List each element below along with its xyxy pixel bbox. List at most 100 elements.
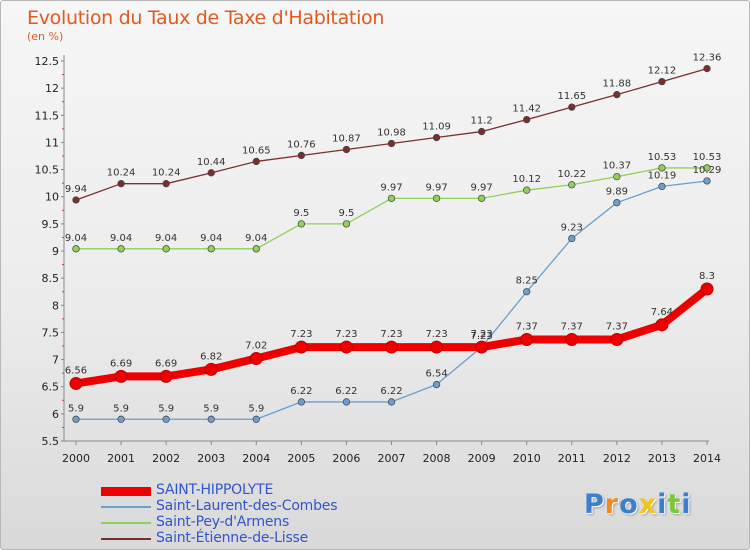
data-point (342, 145, 351, 154)
x-tick-label: 2013 (648, 452, 676, 465)
data-point (703, 164, 711, 172)
data-label: 9.04 (65, 233, 87, 244)
y-tick-label: 10 (45, 191, 59, 204)
data-label: 6.22 (335, 386, 357, 397)
y-tick-label: 5.5 (42, 435, 60, 448)
data-point (477, 127, 486, 136)
data-point (432, 133, 441, 142)
y-tick-label: 8 (52, 299, 59, 312)
data-point (385, 340, 398, 354)
data-label: 6.54 (425, 369, 447, 380)
data-label: 9.5 (293, 208, 309, 219)
x-tick-label: 2007 (378, 452, 406, 465)
data-point (297, 151, 306, 160)
data-label: 10.12 (512, 174, 541, 185)
data-point (162, 415, 170, 423)
data-label: 9.04 (155, 233, 177, 244)
x-tick-label: 2002 (152, 452, 180, 465)
data-point (297, 220, 306, 228)
data-label: 7.64 (651, 307, 673, 318)
data-label: 10.24 (107, 168, 136, 179)
logo-letter: P (584, 489, 605, 520)
data-label: 7.23 (335, 329, 357, 340)
data-point (700, 282, 714, 296)
data-label: 10.53 (648, 152, 677, 163)
y-tick-label: 12.5 (35, 55, 60, 68)
data-label: 9.97 (425, 182, 447, 193)
data-label: 10.37 (603, 161, 632, 172)
data-label: 7.02 (245, 340, 267, 351)
x-tick-label: 2011 (558, 452, 586, 465)
data-point (207, 245, 215, 253)
legend-swatch-saint-pey-d-armens (101, 522, 151, 524)
x-tick-label: 2004 (242, 452, 270, 465)
data-point (568, 181, 576, 189)
data-point (432, 194, 441, 202)
data-point (655, 318, 669, 332)
data-label: 12.36 (693, 53, 722, 64)
data-label: 6.82 (200, 351, 222, 362)
legend-label-saint-laurent-des-combes: Saint-Laurent-des-Combes (156, 498, 338, 514)
data-point (658, 182, 666, 191)
data-label: 11.88 (603, 79, 632, 90)
data-label: 10.24 (152, 168, 181, 179)
legend-label-saint-hippolyte: SAINT-HIPPOLYTE (156, 482, 274, 498)
data-point (658, 77, 666, 86)
x-tick-label: 2000 (62, 452, 90, 465)
data-label: 7.23 (471, 331, 493, 342)
data-point (387, 194, 396, 202)
data-label: 7.37 (606, 321, 628, 332)
data-label: 9.04 (110, 233, 132, 244)
data-point (72, 196, 80, 204)
data-label: 12.12 (648, 66, 677, 77)
data-label: 9.5 (338, 208, 354, 219)
data-point (72, 245, 80, 253)
data-point (520, 332, 534, 346)
data-label: 9.89 (606, 187, 628, 198)
data-label: 5.9 (68, 403, 84, 414)
y-tick-label: 7 (52, 354, 59, 367)
data-point (430, 340, 444, 354)
data-point (72, 415, 80, 423)
data-label: 10.53 (693, 152, 722, 163)
data-point (387, 139, 396, 148)
y-tick-label: 11 (45, 136, 59, 149)
data-label: 6.56 (65, 365, 87, 376)
series-line (75, 180, 708, 420)
data-point (249, 351, 263, 365)
data-label: 10.76 (287, 139, 316, 150)
data-label: 10.44 (197, 157, 226, 168)
legend-item-saint-etienne-de-lisse: Saint-Étienne-de-Lisse (101, 530, 401, 547)
data-label: 10.98 (377, 128, 406, 139)
data-point (475, 340, 489, 354)
y-tick-label: 9 (52, 245, 59, 258)
legend: SAINT-HIPPOLYTE Saint-Laurent-des-Combes… (101, 482, 401, 547)
x-tick-label: 2014 (693, 452, 721, 465)
x-tick-label: 2012 (603, 452, 631, 465)
y-tick-label: 6 (52, 408, 59, 421)
data-label: 9.94 (65, 184, 87, 195)
data-point (252, 157, 260, 166)
legend-swatch-saint-etienne-de-lisse (101, 538, 151, 540)
data-label: 8.3 (699, 271, 715, 282)
legend-item-saint-hippolyte: SAINT-HIPPOLYTE (101, 482, 401, 499)
x-tick-label: 2008 (423, 452, 451, 465)
x-tick-label: 2006 (332, 452, 360, 465)
x-tick-label: 2003 (197, 452, 225, 465)
y-tick-label: 12 (45, 82, 59, 95)
logo-letter: r (604, 489, 620, 520)
data-label: 5.9 (158, 403, 174, 414)
data-point (252, 415, 260, 423)
data-label: 5.9 (113, 403, 129, 414)
data-point (477, 194, 486, 202)
data-point (342, 220, 351, 228)
data-label: 11.65 (557, 91, 586, 102)
data-label: 10.65 (242, 145, 271, 156)
data-point (432, 380, 441, 389)
data-label: 7.23 (471, 329, 493, 340)
y-tick-label: 9.5 (42, 218, 60, 231)
chart-subtitle: (en %) (27, 30, 64, 43)
legend-item-saint-pey-d-armens: Saint-Pey-d'Armens (101, 514, 401, 531)
data-label: 6.22 (290, 386, 312, 397)
data-point (207, 415, 215, 423)
